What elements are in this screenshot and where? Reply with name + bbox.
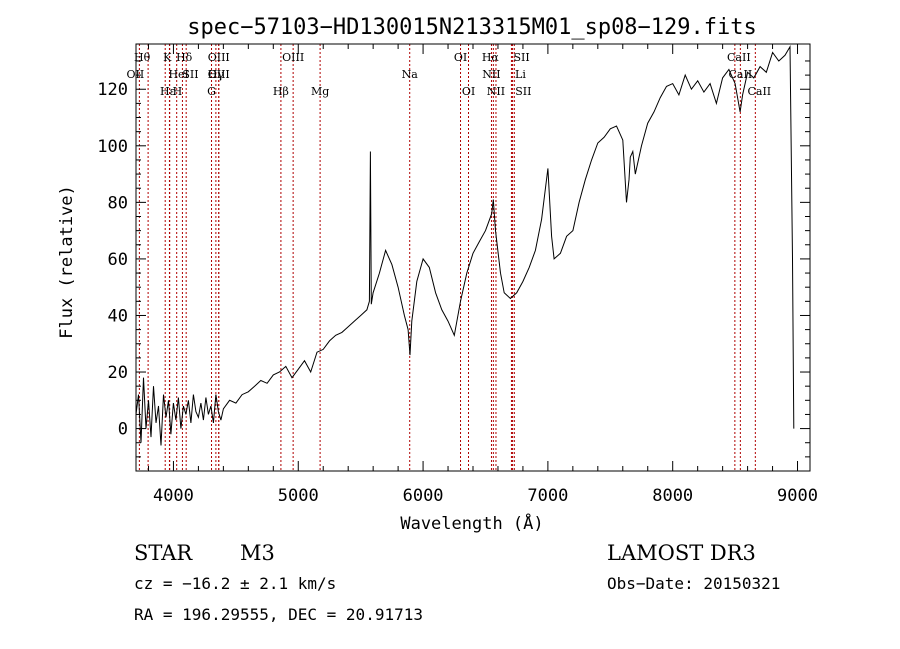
subclass-label: M3: [240, 541, 275, 565]
chart-title: spec−57103−HD130015N213315M01_sp08−129.f…: [187, 15, 757, 40]
spectral-line-label: OIII: [208, 51, 230, 64]
spectral-line-label: Mg: [311, 85, 329, 98]
y-tick-label: 60: [108, 250, 128, 270]
spectral-line-label: Hγ: [208, 68, 225, 81]
x-tick-label: 6000: [403, 486, 444, 506]
x-tick-label: 9000: [777, 486, 818, 506]
spectral-line-label: SII: [515, 85, 531, 98]
y-tick-label: 120: [97, 80, 128, 100]
spectral-line-label: Li: [515, 68, 526, 81]
spectral-line-label: Na: [402, 68, 419, 81]
spectrum-line: [135, 44, 795, 446]
y-tick-label: 80: [108, 193, 128, 213]
x-tick-label: 8000: [652, 486, 693, 506]
plot-frame: [135, 43, 811, 472]
y-tick-label: 40: [108, 306, 128, 326]
x-tick-label: 5000: [278, 486, 319, 506]
spectral-line-markers: [138, 44, 756, 471]
spectral-line-label: Hδ: [176, 51, 193, 64]
spectral-line-label: G: [207, 85, 216, 98]
spectral-line-label: K: [163, 51, 172, 64]
spectral-line-label: OIII: [208, 68, 230, 81]
survey-label: LAMOST DR3: [607, 541, 756, 565]
spectral-line-label: Hε: [160, 85, 176, 98]
x-tick-label: 7000: [527, 486, 568, 506]
spectral-line-label: H: [173, 85, 183, 98]
spectral-line-label: OII: [127, 68, 145, 81]
spectral-line-label: Hα: [482, 51, 500, 64]
coordinates-text: RA = 196.29555, DEC = 20.91713: [134, 605, 423, 624]
y-axis-label: Flux (relative): [57, 185, 77, 339]
spectral-line-label: CaII: [729, 68, 753, 81]
y-tick-label: 100: [97, 137, 128, 157]
y-axis-ticks: 0 20 40 60 80 100 120: [97, 60, 810, 458]
y-tick-label: 0: [118, 420, 128, 440]
spectral-line-label: CaII: [727, 51, 751, 64]
y-tick-label: 20: [108, 363, 128, 383]
spectral-line-label: HeI: [168, 68, 188, 81]
class-label: STAR: [134, 541, 193, 565]
spectral-line-label: NII: [487, 85, 505, 98]
obs-date-text: Obs−Date: 20150321: [607, 574, 780, 593]
spectral-line-label: OIII: [282, 51, 304, 64]
spectral-line-label: SII: [513, 51, 529, 64]
spectral-line-label: SII: [182, 68, 198, 81]
redshift-text: cz = −16.2 ± 2.1 km/s: [134, 574, 336, 593]
x-axis-label: Wavelength (Å): [400, 512, 543, 534]
spectral-line-label: OI: [454, 51, 467, 64]
x-tick-label: 4000: [153, 486, 194, 506]
spectral-line-label: CaII: [747, 85, 771, 98]
spectral-line-label: OI: [462, 85, 475, 98]
spectral-line-label: Hβ: [273, 85, 289, 98]
spectral-line-label: NII: [482, 68, 500, 81]
x-axis-ticks: 4000 5000 6000 7000 8000 9000: [147, 44, 818, 506]
